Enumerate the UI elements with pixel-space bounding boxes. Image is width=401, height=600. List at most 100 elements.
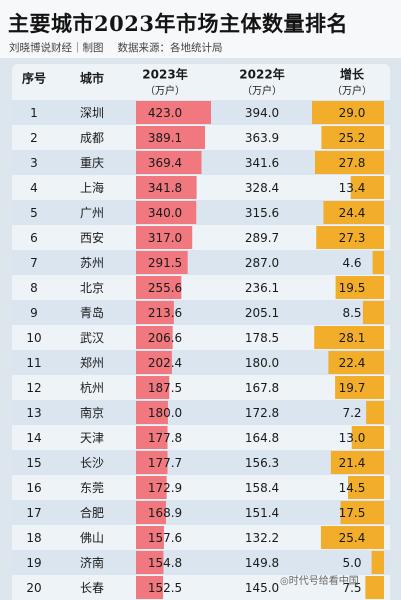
- cell-growth: 13.0: [339, 431, 366, 445]
- cell-city: 长沙: [80, 456, 104, 470]
- cell-city: 合肥: [80, 505, 104, 520]
- bar-growth: [314, 151, 384, 174]
- cell-2022: 205.1: [245, 306, 279, 320]
- cell-rank: 10: [26, 331, 41, 345]
- bar-2023: [136, 176, 197, 199]
- cell-growth: 13.4: [339, 181, 366, 195]
- cell-growth: 4.6: [342, 256, 361, 270]
- cell-2023: 213.6: [148, 306, 182, 320]
- table-row: [12, 300, 390, 325]
- cell-growth: 29.0: [339, 106, 366, 120]
- bar-2023: [136, 451, 168, 474]
- cell-rank: 9: [30, 306, 38, 320]
- cell-rank: 7: [30, 256, 38, 270]
- cell-2022: 178.5: [245, 331, 279, 345]
- cell-growth: 5.0: [342, 556, 361, 570]
- cell-rank: 3: [30, 156, 38, 170]
- cell-city: 重庆: [80, 156, 104, 170]
- table-row: [12, 475, 390, 500]
- cell-rank: 8: [30, 281, 38, 295]
- cell-2022: 394.0: [245, 106, 279, 120]
- cell-growth: 25.4: [339, 531, 366, 545]
- cell-2022: 328.4: [245, 181, 279, 195]
- bar-growth: [372, 251, 384, 274]
- cell-city: 成都: [80, 131, 104, 145]
- cell-growth: 22.4: [339, 356, 366, 370]
- cell-growth: 7.2: [342, 406, 361, 420]
- cell-rank: 1: [30, 106, 38, 120]
- cell-city: 东莞: [80, 481, 104, 495]
- cell-rank: 5: [30, 206, 38, 220]
- bar-growth: [362, 301, 384, 324]
- cell-rank: 12: [26, 381, 41, 395]
- bar-growth: [366, 401, 384, 424]
- bar-2023: [136, 576, 164, 599]
- cell-growth: 24.4: [339, 206, 366, 220]
- cell-2023: 206.6: [148, 331, 182, 345]
- cell-2022: 341.6: [245, 156, 279, 170]
- cell-2022: 236.1: [245, 281, 279, 295]
- bar-2023: [136, 251, 188, 274]
- cell-growth: 27.8: [339, 156, 366, 170]
- cell-2022: 151.4: [245, 506, 279, 520]
- cell-growth: 19.7: [339, 381, 366, 395]
- cell-rank: 2: [30, 131, 38, 145]
- bar-2023: [136, 501, 166, 524]
- subtitle: 刘晓博说财经｜制图 数据来源：各地统计局: [9, 40, 223, 55]
- cell-2023: 172.9: [148, 481, 182, 495]
- cell-city: 郑州: [80, 355, 104, 370]
- cell-city: 苏州: [80, 256, 104, 270]
- bar-growth: [328, 351, 384, 374]
- cell-city: 深圳: [80, 106, 104, 120]
- table-row: [12, 375, 390, 400]
- cell-city: 南京: [80, 405, 104, 420]
- table-row: [12, 350, 390, 375]
- bar-2023: [136, 351, 172, 374]
- cell-rank: 4: [30, 181, 38, 195]
- header-growth: 增长: [340, 67, 365, 82]
- cell-2023: 177.7: [148, 456, 182, 470]
- cell-2022: 172.8: [245, 406, 279, 420]
- cell-rank: 17: [26, 506, 41, 520]
- table-row: [12, 175, 390, 200]
- cell-2023: 341.8: [148, 181, 182, 195]
- table-row: [12, 550, 390, 575]
- table-row: [12, 400, 390, 425]
- cell-city: 佛山: [80, 531, 104, 545]
- cell-growth: 19.5: [339, 281, 366, 295]
- cell-rank: 6: [30, 231, 38, 245]
- bar-2023: [136, 101, 211, 124]
- cell-rank: 13: [26, 406, 41, 420]
- cell-rank: 18: [26, 531, 41, 545]
- cell-city: 长春: [80, 581, 104, 595]
- cell-city: 杭州: [80, 380, 104, 395]
- table-row: [12, 500, 390, 525]
- watermark: ◎时代号给看中国: [280, 576, 359, 587]
- cell-city: 济南: [80, 555, 104, 570]
- bar-2023: [136, 551, 164, 574]
- cell-rank: 15: [26, 456, 41, 470]
- cell-2023: 423.0: [148, 106, 182, 120]
- cell-2022: 287.0: [245, 256, 279, 270]
- table-row: [12, 575, 390, 600]
- data-source: 数据来源：各地统计局: [117, 42, 223, 54]
- header-city: 城市: [80, 71, 104, 86]
- bar-growth: [321, 126, 384, 149]
- page-title: 主要城市2023年市场主体数量排名: [8, 11, 348, 36]
- cell-growth: 25.2: [339, 131, 366, 145]
- cell-2022: 315.6: [245, 206, 279, 220]
- cell-growth: 14.5: [339, 481, 366, 495]
- cell-2022: 363.9: [245, 131, 279, 145]
- cell-city: 青岛: [80, 305, 104, 320]
- cell-rank: 14: [26, 431, 41, 445]
- bar-growth: [348, 476, 384, 499]
- cell-2023: 187.5: [148, 381, 182, 395]
- bar-2023: [136, 326, 173, 349]
- header-2022-unit: （万户）: [242, 84, 282, 97]
- cell-2023: 340.0: [148, 206, 182, 220]
- cell-city: 武汉: [80, 331, 104, 345]
- author-credit: 刘晓博说财经｜制图: [9, 42, 104, 54]
- cell-2023: 317.0: [148, 231, 182, 245]
- bar-2023: [136, 301, 174, 324]
- cell-growth: 8.5: [342, 306, 361, 320]
